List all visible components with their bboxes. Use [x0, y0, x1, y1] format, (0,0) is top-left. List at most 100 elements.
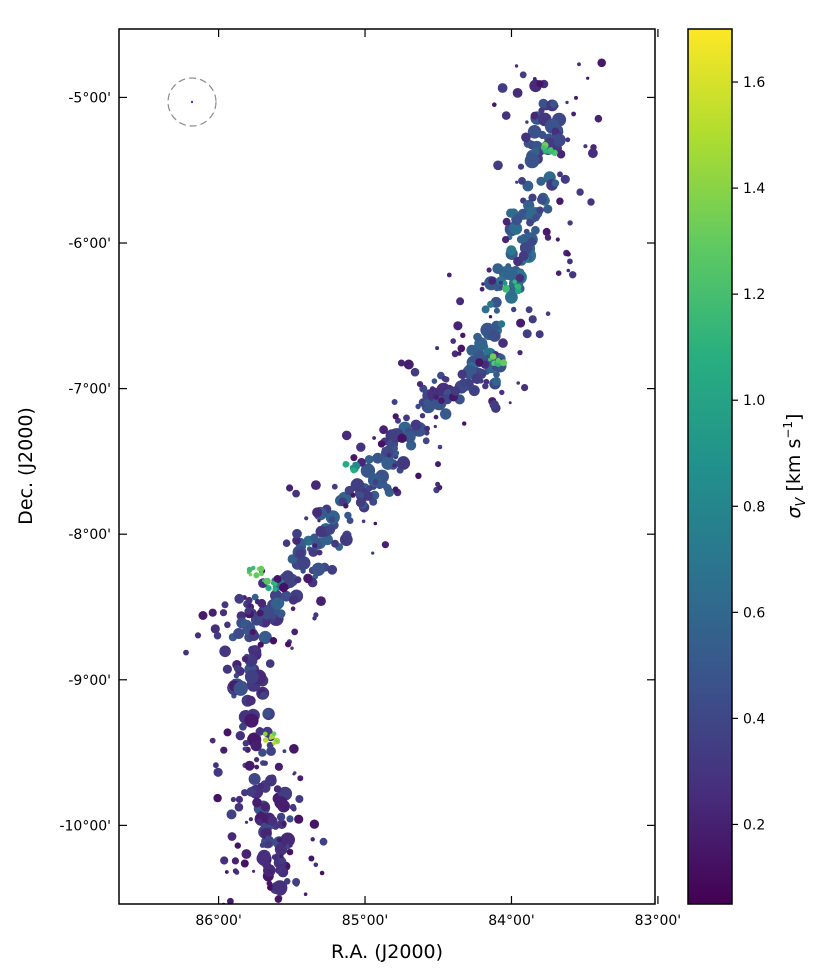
- outlying-clump: [213, 631, 222, 640]
- emission-clump: [468, 385, 480, 397]
- emission-clump: [494, 285, 500, 292]
- emission-clump: [272, 880, 288, 896]
- outlying-clump: [586, 76, 590, 80]
- emission-clump: [530, 111, 539, 120]
- outlying-clump: [518, 251, 529, 261]
- emission-clump: [518, 177, 526, 185]
- outlying-clump: [231, 857, 239, 865]
- outlying-clump: [279, 582, 289, 593]
- high-dispersion-spot-0: [540, 145, 545, 150]
- emission-clump: [487, 300, 495, 308]
- outlying-clump: [521, 132, 531, 143]
- emission-clump: [233, 673, 240, 679]
- plot-frame: [118, 28, 656, 905]
- emission-clump: [552, 133, 566, 147]
- axis-ticks: 86°00' 85°00' 84°00' 83°00' -5°00' -6°00' -7°0…: [59, 29, 681, 929]
- emission-clump: [275, 866, 283, 875]
- outlying-clump: [213, 762, 219, 769]
- emission-clump: [281, 821, 287, 827]
- outlying-clump: [220, 856, 229, 865]
- outlying-clump: [456, 297, 465, 306]
- emission-clump: [527, 206, 537, 215]
- high-dispersion-spot-4: [253, 572, 260, 579]
- outlying-clump: [290, 606, 296, 611]
- emission-clump: [274, 796, 288, 810]
- outlying-clump: [597, 58, 606, 68]
- emission-clump: [543, 204, 553, 214]
- outlying-clump: [497, 83, 508, 93]
- emission-clump: [492, 263, 504, 274]
- emission-clump: [286, 815, 294, 823]
- outlying-clump: [525, 306, 533, 314]
- outlying-clump: [294, 814, 304, 824]
- x-tick-label-2: 84°00': [488, 913, 534, 929]
- outlying-clump: [258, 811, 263, 816]
- outlying-clump: [479, 286, 485, 292]
- outlying-clump: [498, 338, 508, 348]
- outlying-clump: [252, 869, 256, 873]
- x-axis-title: R.A. (J2000): [331, 941, 443, 963]
- emission-clump: [364, 455, 374, 464]
- emission-clump: [241, 655, 249, 663]
- colorbar-tick-label-7: 1.6: [743, 75, 765, 91]
- outlying-clump: [274, 762, 283, 771]
- high-dispersion-spot-4: [248, 572, 253, 577]
- emission-clump: [259, 842, 266, 848]
- emission-clump: [497, 320, 506, 328]
- high-dispersion-spot-5: [263, 577, 271, 585]
- emission-clump: [252, 645, 259, 652]
- emission-clump: [406, 440, 417, 451]
- emission-clump: [466, 344, 478, 356]
- emission-clump: [410, 419, 422, 431]
- outlying-clump: [379, 425, 388, 435]
- x-tick-label-1: 85°00': [342, 913, 388, 929]
- emission-clump: [393, 450, 400, 456]
- emission-clump: [259, 604, 275, 620]
- outlying-clump: [290, 646, 294, 650]
- y-tick-label-1: -6°00': [68, 236, 111, 252]
- outlying-clump: [460, 332, 466, 338]
- outlying-clump: [297, 775, 304, 782]
- outlying-clump: [291, 628, 299, 636]
- outlying-clump: [433, 394, 439, 400]
- outlying-clump: [242, 740, 250, 747]
- outlying-clump: [245, 596, 253, 604]
- emission-clump: [551, 127, 560, 136]
- outlying-clump: [213, 767, 223, 777]
- outlying-clump: [514, 64, 519, 68]
- outlying-clump: [292, 772, 296, 776]
- emission-clump: [258, 748, 267, 757]
- outlying-clump: [450, 386, 461, 396]
- emission-clump: [422, 437, 430, 445]
- outlying-clump: [433, 424, 437, 429]
- outlying-clump: [576, 188, 584, 196]
- emission-clump: [415, 403, 421, 410]
- outlying-clump: [302, 921, 305, 924]
- outlying-clump: [256, 609, 264, 617]
- emission-clump: [265, 835, 271, 842]
- outlying-clump: [392, 413, 399, 420]
- emission-clump: [297, 556, 311, 570]
- outlying-clump: [397, 359, 405, 367]
- emission-clump: [383, 484, 392, 493]
- outlying-clump: [498, 280, 503, 285]
- outlying-clump: [240, 859, 249, 868]
- outlying-clump: [574, 95, 578, 100]
- outlying-clump: [545, 311, 551, 317]
- outlying-clump: [391, 399, 398, 405]
- outlying-clump: [316, 549, 323, 556]
- emission-clump: [524, 153, 540, 169]
- outlying-clump: [508, 401, 512, 405]
- y-axis-title: Dec. (J2000): [15, 407, 37, 525]
- outlying-clump: [528, 315, 537, 324]
- y-tick-label-5: -10°00': [59, 818, 111, 834]
- outlying-clump: [521, 384, 529, 392]
- outlying-clump: [515, 180, 519, 184]
- emission-clump: [250, 740, 262, 752]
- outlying-clump: [403, 359, 414, 370]
- outlying-clump: [272, 824, 276, 828]
- outlying-clump: [567, 258, 573, 265]
- outlying-clump: [557, 171, 563, 178]
- colorbar-gradient: [687, 28, 733, 905]
